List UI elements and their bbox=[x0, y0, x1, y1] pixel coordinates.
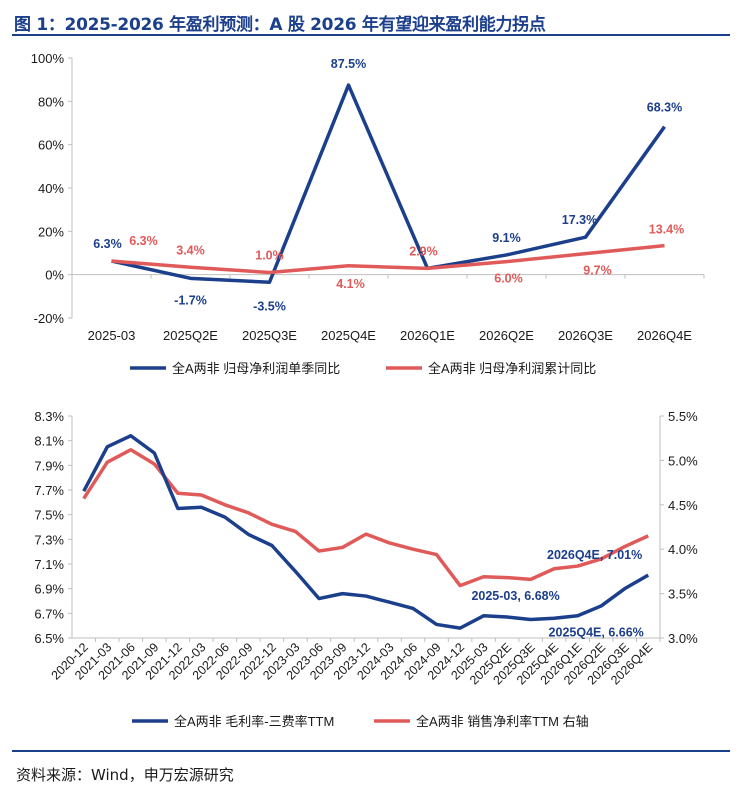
legend-label: 全A两非 销售净利率TTM 右轴 bbox=[416, 714, 589, 729]
y-right-tick-label: 4.0% bbox=[668, 542, 698, 557]
chart-margin-trend: 8.3% 8.1% 7.9% 7.7% 7.5% 7.3% 7.1% 6.9% 6.7% 6.5%… bbox=[34, 409, 698, 729]
y-tick-label: 100% bbox=[31, 51, 65, 66]
series-line-net-margin bbox=[82, 447, 649, 588]
data-label-cumulative: 9.7% bbox=[583, 264, 612, 278]
legend-label: 全A两非 归母净利润单季同比 bbox=[172, 361, 340, 376]
data-label-single-quarter: -1.7% bbox=[174, 293, 207, 307]
y-left-tick-label: 8.3% bbox=[34, 409, 64, 424]
series-line-gross-minus-expense bbox=[82, 433, 650, 630]
y-left-tick-label: 7.3% bbox=[34, 532, 64, 547]
y-left-tick-label: 8.1% bbox=[34, 434, 64, 449]
x-tick-label: 2025Q2E bbox=[163, 328, 218, 343]
x-tick-label: 2026Q2E bbox=[479, 328, 534, 343]
data-label-single-quarter: 17.3% bbox=[562, 213, 597, 227]
series-line-cumulative bbox=[111, 243, 665, 275]
y-left-tick-label: 6.9% bbox=[34, 582, 64, 597]
x-tick-label: 2025Q3E bbox=[242, 328, 297, 343]
x-tick-label: 2026Q3E bbox=[558, 328, 613, 343]
data-label-single-quarter: 6.3% bbox=[93, 237, 122, 251]
y-tick-label: -20% bbox=[34, 311, 65, 326]
x-tick-label: 2025Q4E bbox=[321, 328, 376, 343]
y-left-tick-label: 6.7% bbox=[34, 606, 64, 621]
series-line-single-quarter bbox=[111, 83, 666, 284]
figure-title: 图 1：2025-2026 年盈利预测：A 股 2026 年有望迎来盈利能力拐点 bbox=[14, 15, 546, 35]
legend-label: 全A两非 归母净利润累计同比 bbox=[428, 361, 596, 376]
data-label-single-quarter: 87.5% bbox=[331, 57, 366, 71]
data-annotation: 2026Q4E, 7.01% bbox=[547, 548, 642, 562]
legend-label: 全A两非 毛利率-三费率TTM bbox=[174, 714, 334, 729]
y-tick-label: 60% bbox=[38, 138, 64, 153]
y-left-tick-label: 7.1% bbox=[34, 557, 64, 572]
data-label-single-quarter: 68.3% bbox=[647, 101, 682, 115]
data-label-cumulative: 1.0% bbox=[255, 249, 284, 263]
data-label-cumulative: 6.0% bbox=[494, 272, 523, 286]
y-tick-label: 0% bbox=[45, 268, 64, 283]
y-left-tick-label: 7.7% bbox=[34, 483, 64, 498]
data-label-cumulative: 2.9% bbox=[409, 244, 438, 258]
y-tick-label: 20% bbox=[38, 224, 64, 239]
y-right-tick-label: 3.0% bbox=[668, 631, 698, 646]
data-annotation: 2025-03, 6.68% bbox=[471, 589, 559, 603]
y-right-tick-label: 5.0% bbox=[668, 453, 698, 468]
x-tick-label: 2025-03 bbox=[88, 328, 136, 343]
chart-profit-growth: 100% 80% 60% 40% 20% 0% -20% 2025-03 2025Q2E 2025… bbox=[31, 51, 705, 376]
y-right-tick-label: 3.5% bbox=[668, 587, 698, 602]
x-tick-label: 2026Q4E bbox=[637, 328, 692, 343]
y-tick-label: 80% bbox=[38, 94, 64, 109]
source-note: 资料来源：Wind，申万宏源研究 bbox=[16, 766, 234, 784]
data-label-cumulative: 6.3% bbox=[129, 234, 158, 248]
y-right-tick-label: 5.5% bbox=[668, 409, 698, 424]
y-right-tick-label: 4.5% bbox=[668, 498, 698, 513]
data-label-single-quarter: 9.1% bbox=[492, 231, 521, 245]
data-annotation: 2025Q4E, 6.66% bbox=[549, 625, 644, 639]
y-left-tick-label: 6.5% bbox=[34, 631, 64, 646]
data-label-cumulative: 3.4% bbox=[176, 243, 205, 257]
data-label-cumulative: 4.1% bbox=[336, 277, 365, 291]
data-label-cumulative: 13.4% bbox=[649, 223, 684, 237]
y-tick-label: 40% bbox=[38, 181, 64, 196]
y-left-tick-label: 7.5% bbox=[34, 508, 64, 523]
data-label-single-quarter: -3.5% bbox=[253, 299, 286, 313]
figure-title-bar: 图 1：2025-2026 年盈利预测：A 股 2026 年有望迎来盈利能力拐点 bbox=[12, 4, 730, 36]
source-rule bbox=[12, 750, 730, 752]
y-left-tick-label: 7.9% bbox=[34, 458, 64, 473]
x-tick-label: 2026Q1E bbox=[400, 328, 455, 343]
